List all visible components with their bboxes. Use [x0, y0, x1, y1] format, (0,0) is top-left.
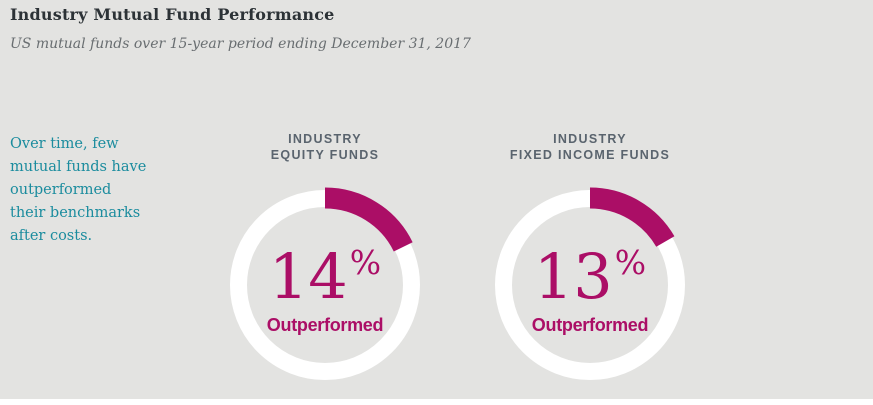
- donut-arc-segment: [324, 187, 413, 252]
- donut-value-number: 14: [268, 240, 348, 313]
- donut-ring: [230, 190, 420, 380]
- donut-value: 14%: [269, 238, 382, 308]
- donut-svg: [230, 187, 420, 380]
- chart-title-equity: INDUSTRY EQUITY FUNDS: [271, 131, 379, 163]
- callout-line: outperformed: [10, 182, 112, 198]
- callout-line: mutual funds have: [10, 159, 147, 175]
- donut-svg: [495, 187, 685, 380]
- donut-value-unit: %: [614, 243, 647, 282]
- chart-column-equity: INDUSTRY EQUITY FUNDS 14% Outperformed: [205, 131, 445, 387]
- donut-center-text: 14% Outperformed: [223, 183, 427, 387]
- callout-line: their benchmarks: [10, 205, 141, 221]
- chart-title-line: FIXED INCOME FUNDS: [509, 148, 671, 162]
- callout-text: Over time, few mutual funds have outperf…: [10, 133, 190, 248]
- donut-chart-fixed-income: 13% Outperformed: [488, 183, 692, 387]
- chart-column-fixed-income: INDUSTRY FIXED INCOME FUNDS 13% Outperfo…: [470, 131, 710, 387]
- donut-center-text: 13% Outperformed: [488, 183, 692, 387]
- donut-caption: Outperformed: [531, 315, 649, 335]
- donut-arc-segment: [589, 187, 675, 248]
- chart-title-fixed-income: INDUSTRY FIXED INCOME FUNDS: [510, 131, 670, 163]
- chart-title-line: INDUSTRY: [288, 132, 362, 146]
- donut-chart-equity: 14% Outperformed: [223, 183, 427, 387]
- donut-caption: Outperformed: [266, 315, 384, 335]
- chart-title-line: INDUSTRY: [553, 132, 627, 146]
- donut-value-number: 13: [533, 240, 613, 313]
- callout-line: after costs.: [10, 228, 93, 244]
- donut-value-unit: %: [349, 243, 382, 282]
- callout-line: Over time, few: [10, 136, 119, 152]
- page-subtitle: US mutual funds over 15-year period endi…: [10, 36, 471, 52]
- chart-title-line: EQUITY FUNDS: [270, 148, 380, 162]
- donut-value: 13%: [534, 238, 647, 308]
- page-title: Industry Mutual Fund Performance: [10, 5, 335, 24]
